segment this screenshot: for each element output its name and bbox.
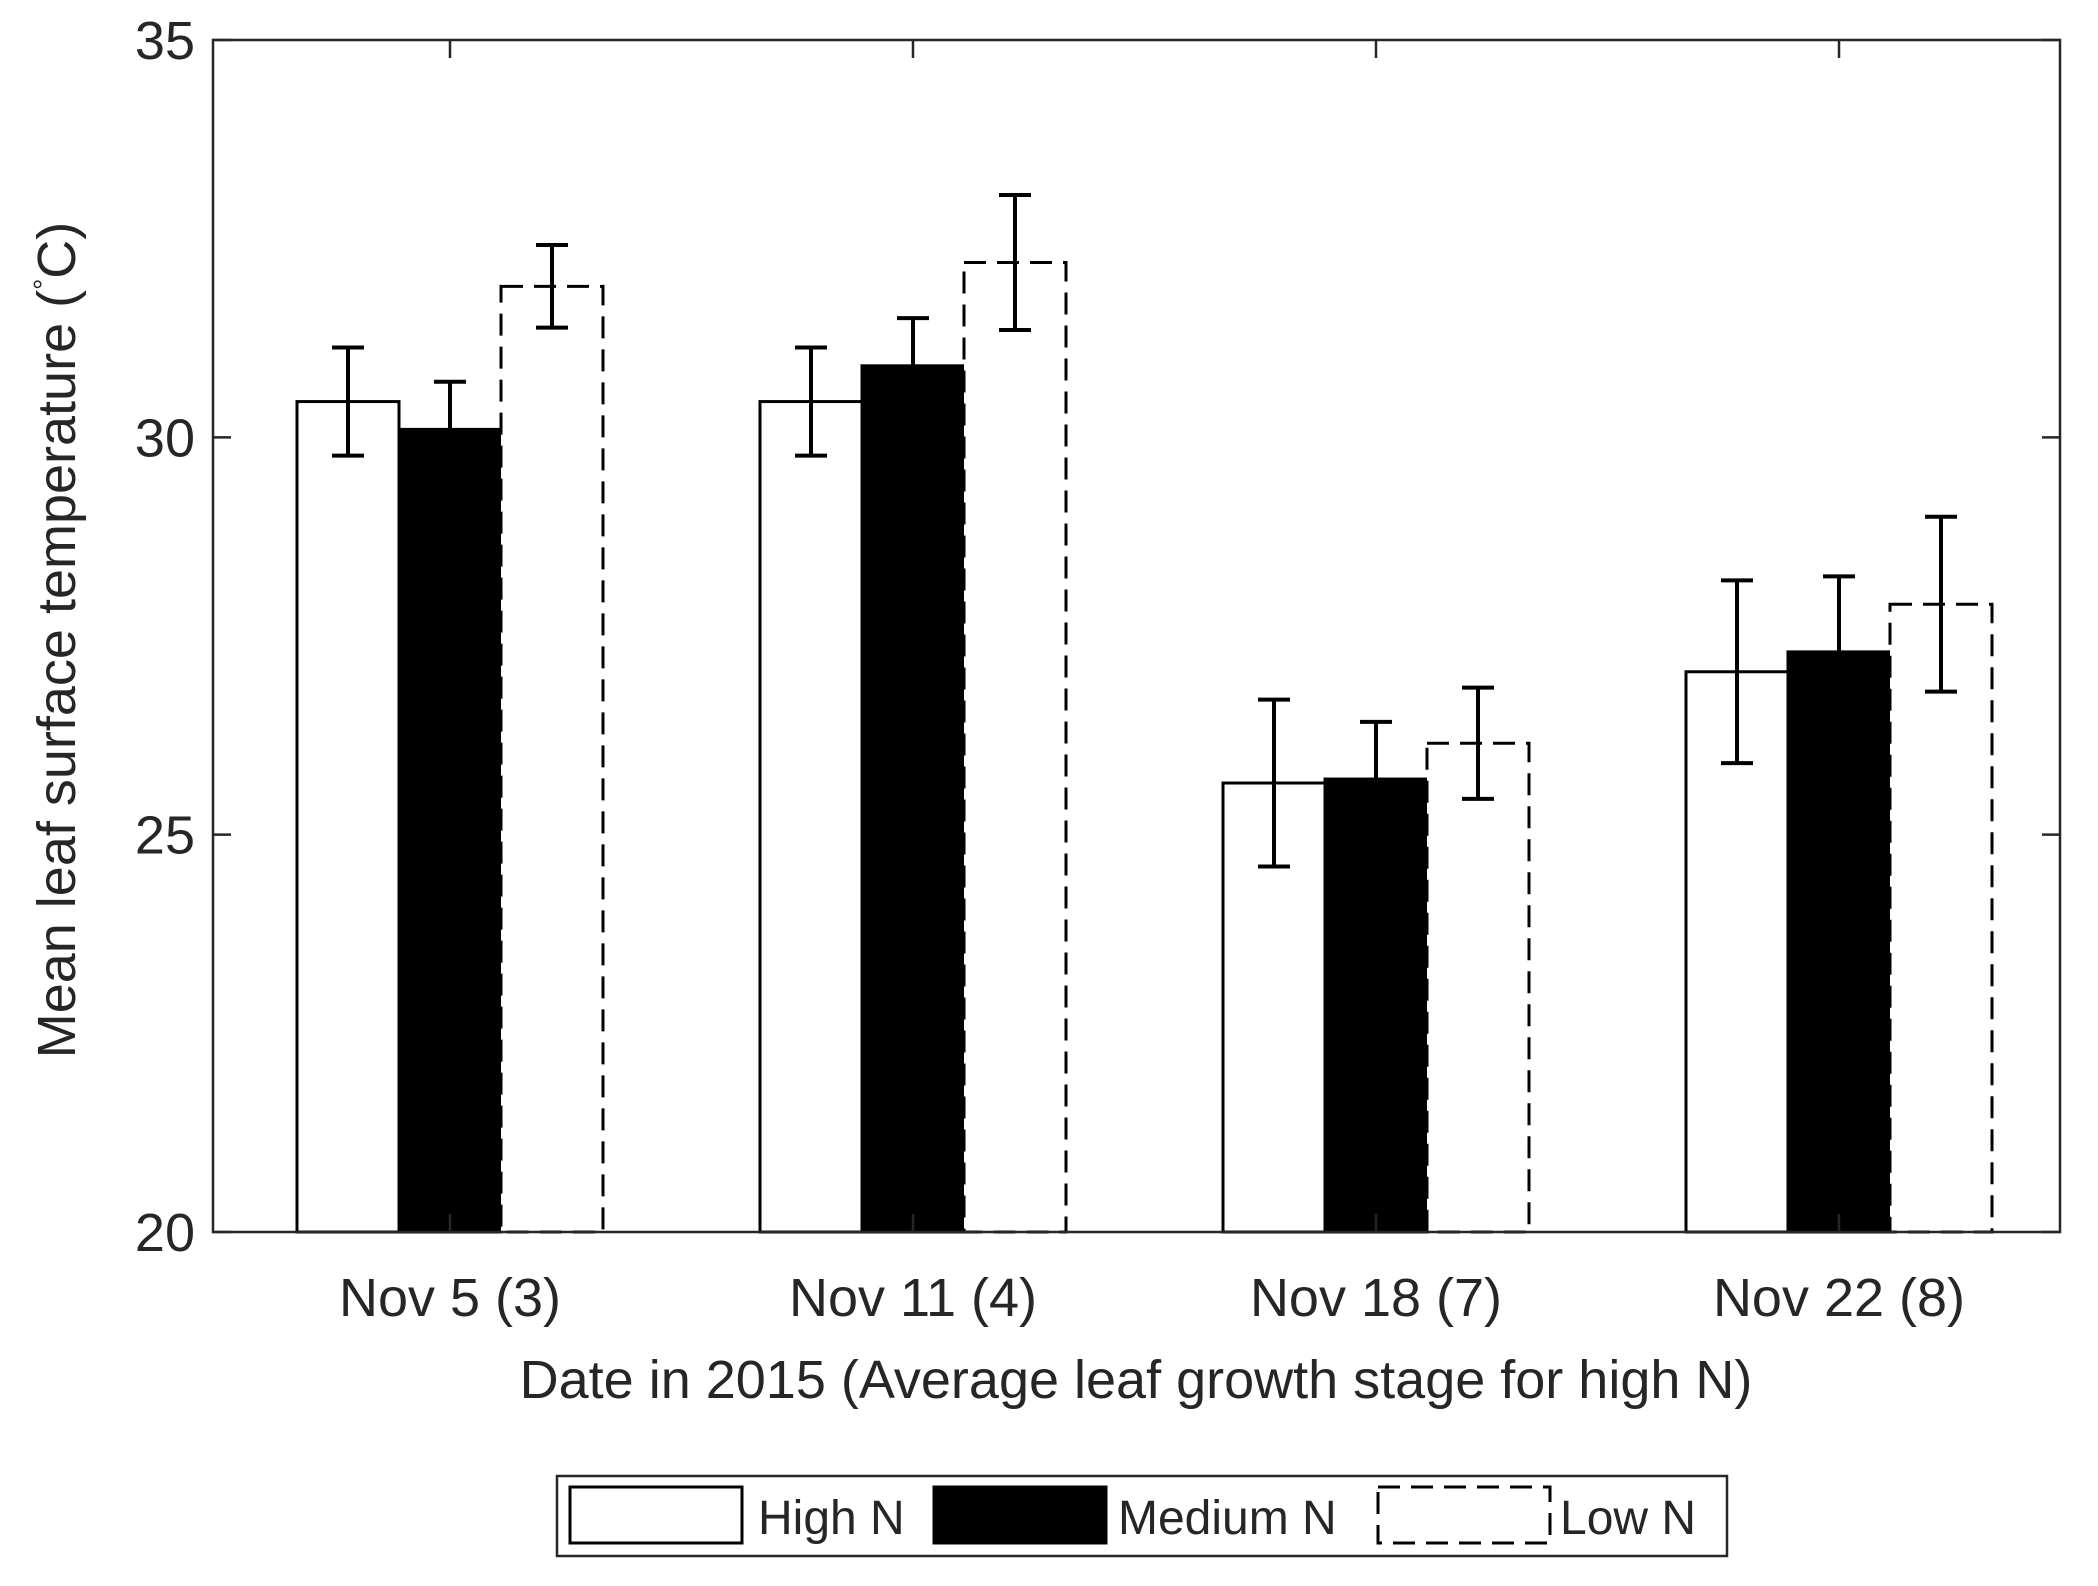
errorbar-high-n-nov-22-8 [1721,578,1753,766]
bar-medium-n-nov-5-3 [397,427,503,1234]
bar-low-n-nov-5-3 [499,284,605,1234]
errorbar-high-n-nov-11-4 [795,345,827,458]
x-axis: Nov 5 (3) Nov 11 (4) Nov 18 (7) Nov 22 (8) [339,40,1965,1328]
errorbar-medium-n-nov-5-3 [434,379,466,480]
y-axis: 20 25 30 35 [135,11,2060,1263]
y-axis-label: Mean leaf surface temperature (°C) [27,222,87,1059]
y-axis-label-unit: C) [27,222,87,279]
legend-swatch-medium-n [932,1485,1108,1545]
errorbar-high-n-nov-5-3 [332,345,364,458]
errorbar-low-n-nov-5-3 [536,243,568,330]
bar-low-n-nov-18-7 [1425,741,1531,1234]
bar-medium-n-nov-22-8 [1786,650,1892,1234]
legend: High N Medium N Low N [555,1474,1729,1558]
errorbar-high-n-nov-18-7 [1258,697,1290,869]
errorbar-medium-n-nov-11-4 [897,316,929,416]
bar-medium-n-nov-18-7 [1323,777,1429,1234]
x-tick-label: Nov 18 (7) [1250,1268,1502,1328]
legend-label-high-n: High N [758,1492,905,1545]
y-tick-label: 35 [135,11,195,71]
x-tick-label: Nov 5 (3) [339,1268,561,1328]
bar-high-n-nov-11-4 [758,400,864,1234]
bar-high-n-nov-5-3 [295,400,401,1234]
bar-low-n-nov-11-4 [962,261,1068,1234]
errorbar-medium-n-nov-18-7 [1360,719,1392,839]
legend-label-medium-n: Medium N [1118,1492,1337,1545]
errorbar-low-n-nov-11-4 [999,192,1031,333]
errorbar-low-n-nov-18-7 [1462,685,1494,801]
y-axis-label-group: Mean leaf surface temperature (°C) [27,222,87,1059]
bar-low-n-nov-22-8 [1888,602,1994,1234]
x-tick-label: Nov 22 (8) [1713,1268,1965,1328]
x-tick-label: Nov 11 (4) [789,1268,1037,1328]
legend-swatch-high-n [568,1485,744,1545]
legend-label-low-n: Low N [1560,1492,1696,1545]
y-axis-label-degree: ° [28,279,59,290]
legend-swatch-low-n [1376,1485,1552,1545]
x-axis-label: Date in 2015 (Average leaf growth stage … [520,1350,1753,1410]
bars-layer [295,261,1994,1234]
errorbars-layer [332,192,1957,869]
y-tick-label: 25 [135,806,195,866]
errorbar-low-n-nov-22-8 [1925,514,1957,694]
y-tick-label: 30 [135,408,195,468]
errorbar-medium-n-nov-22-8 [1823,574,1855,730]
y-axis-label-main: Mean leaf surface temperature ( [27,290,87,1058]
plot-frame [211,38,2062,1234]
bar-medium-n-nov-11-4 [860,364,966,1234]
y-tick-label: 20 [135,1203,195,1263]
